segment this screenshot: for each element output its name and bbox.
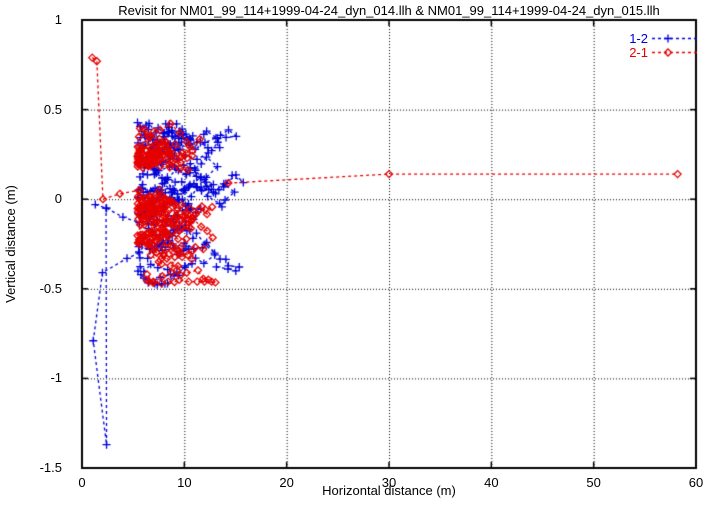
x-tick-label: 20: [279, 475, 294, 490]
y-tick-label: 0.5: [43, 101, 62, 117]
x-axis-label: Horizontal distance (m): [322, 483, 456, 498]
x-tick-label: 10: [177, 475, 192, 490]
y-tick-label: 0: [54, 191, 62, 207]
x-tick-label: 50: [586, 475, 601, 490]
y-tick-label: 1: [54, 12, 62, 27]
x-tick-label: 0: [78, 475, 86, 490]
y-tick-label: -1.5: [39, 460, 62, 475]
legend-label-series-2-1: 2-1: [629, 45, 648, 60]
x-tick-label: 60: [688, 475, 704, 490]
x-tick-label: 40: [484, 475, 499, 490]
chart-title: Revisit for NM01_99_114+1999-04-24_dyn_0…: [118, 3, 660, 18]
x-tick-label: 30: [381, 475, 397, 490]
y-tick-label: -0.5: [39, 280, 62, 296]
legend-label-series-1-2: 1-2: [629, 31, 648, 46]
y-tick-label: -1: [50, 370, 62, 386]
